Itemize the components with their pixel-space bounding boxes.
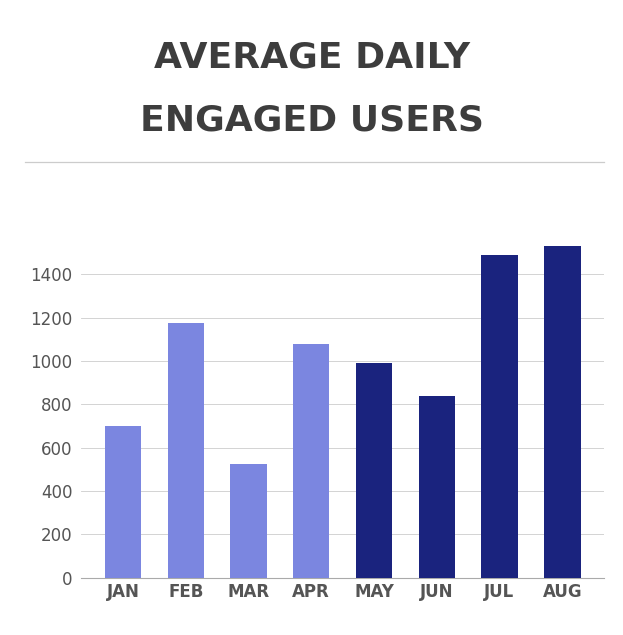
Bar [231,464,267,578]
Bar [482,255,518,578]
Bar [419,396,455,578]
Bar [293,344,330,578]
Bar [356,363,392,578]
Text: AVERAGE DAILY: AVERAGE DAILY [153,40,470,74]
Bar [105,426,141,578]
Bar [168,323,204,578]
Text: ENGAGED USERS: ENGAGED USERS [140,104,483,138]
Bar [544,246,581,578]
